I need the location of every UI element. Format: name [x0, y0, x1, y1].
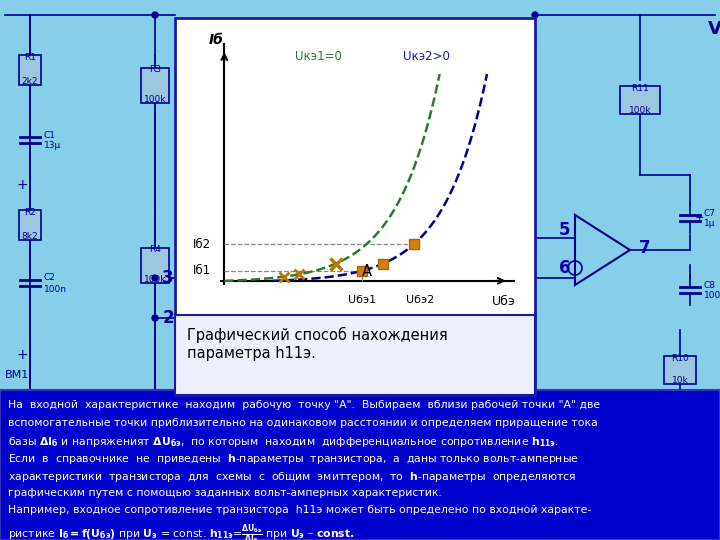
Text: графическим путем с помощью заданных вольт-амперных характеристик.: графическим путем с помощью заданных вол…: [8, 488, 442, 497]
Bar: [141, 68, 169, 103]
Text: 100k: 100k: [144, 274, 166, 284]
Bar: [620, 86, 660, 114]
Text: C1: C1: [44, 131, 56, 139]
Bar: [0, 390, 720, 540]
Bar: [175, 18, 535, 395]
Text: R2: R2: [24, 208, 36, 217]
Bar: [19, 210, 41, 240]
Text: 2: 2: [162, 309, 174, 327]
Bar: [141, 247, 169, 282]
Text: ристике $\bf{I_б = f(U_{бэ})}$ при $\bf{U_э}$ = const. $\bf{h_{11э}}$=$\bf{\frac: ристике $\bf{I_б = f(U_{бэ})}$ при $\bf{…: [8, 523, 354, 540]
Circle shape: [532, 12, 538, 18]
Text: R1: R1: [24, 53, 36, 62]
Text: 13μ: 13μ: [44, 141, 61, 151]
Text: Uбэ1: Uбэ1: [348, 295, 376, 305]
Bar: [19, 55, 41, 85]
Text: Графический способ нахождения
параметра h11э.: Графический способ нахождения параметра …: [187, 327, 448, 361]
Text: 10k: 10k: [672, 376, 688, 385]
Text: V: V: [708, 20, 720, 38]
Text: Uбэ: Uбэ: [492, 295, 516, 308]
Text: 6: 6: [559, 259, 571, 277]
Text: 8k2: 8k2: [22, 232, 38, 241]
Text: C2: C2: [44, 273, 56, 282]
Text: Например, входное сопротивление транзистора  h11э может быть определено по входн: Например, входное сопротивление транзист…: [8, 505, 591, 515]
Text: Uбэ2: Uбэ2: [406, 295, 434, 305]
Text: +: +: [694, 213, 703, 223]
Text: +: +: [16, 348, 28, 362]
Text: 100k: 100k: [144, 94, 166, 104]
Circle shape: [152, 275, 158, 281]
Text: Iб2: Iб2: [193, 238, 212, 251]
Text: 3: 3: [162, 269, 174, 287]
Text: C8: C8: [704, 280, 716, 289]
Text: 100k: 100k: [629, 106, 652, 115]
Text: Если  в  справочнике  не  приведены  $\bf{h}$-параметры  транзистора,  а  даны т: Если в справочнике не приведены $\bf{h}$…: [8, 453, 579, 467]
Text: базы $\bf{\Delta I_б}$ и напряженият $\bf{\Delta U_{бэ}}$,  по которым  находим : базы $\bf{\Delta I_б}$ и напряженият $\b…: [8, 435, 559, 449]
Text: 7: 7: [639, 239, 651, 257]
Text: 5: 5: [559, 221, 571, 239]
Text: На  входной  характеристике  находим  рабочую  точку "А".  Выбираем  вблизи рабо: На входной характеристике находим рабочу…: [8, 400, 600, 410]
Bar: [175, 315, 535, 395]
Text: 2k2: 2k2: [22, 77, 38, 86]
Text: BM1: BM1: [5, 370, 30, 380]
Text: R11: R11: [631, 84, 649, 93]
Text: 100n: 100n: [44, 285, 67, 294]
Text: Iб: Iб: [208, 33, 223, 47]
Text: R3: R3: [149, 65, 161, 75]
Text: R4: R4: [149, 246, 161, 254]
Text: 1μ: 1μ: [704, 219, 716, 228]
Circle shape: [152, 315, 158, 321]
Text: +: +: [16, 178, 28, 192]
Bar: [664, 356, 696, 384]
Text: характеристики  транзистора  для  схемы  с  общим  эмиттером,  то  $\bf{h}$-пара: характеристики транзистора для схемы с о…: [8, 470, 576, 484]
Text: R10: R10: [671, 354, 689, 363]
Text: Uкэ1=0: Uкэ1=0: [295, 50, 342, 63]
Text: вспомогательные точки приблизительно на одинаковом расстоянии и определяем прира: вспомогательные точки приблизительно на …: [8, 417, 598, 428]
Text: А: А: [361, 264, 372, 279]
Text: 100т: 100т: [704, 292, 720, 300]
Text: C7: C7: [704, 208, 716, 218]
Text: Iб1: Iб1: [193, 265, 212, 278]
Text: Uкэ2>0: Uкэ2>0: [403, 50, 450, 63]
Circle shape: [152, 12, 158, 18]
